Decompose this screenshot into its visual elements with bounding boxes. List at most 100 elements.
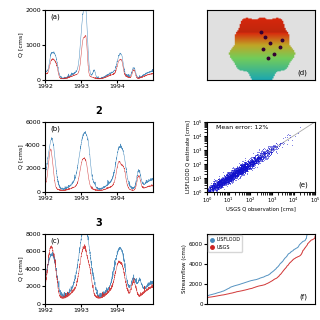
Point: [256, 154, 261, 159]
Point: [260, 150, 266, 155]
Point: [214, 182, 219, 188]
Point: [218, 182, 223, 187]
Point: [225, 175, 230, 180]
Point: [224, 173, 229, 178]
Point: [219, 184, 224, 189]
Point: [240, 167, 245, 172]
Point: [259, 148, 264, 154]
Point: [244, 171, 250, 176]
Point: [243, 165, 248, 170]
Point: [209, 189, 214, 195]
Point: [235, 167, 240, 172]
Point: [204, 189, 210, 195]
Point: [252, 161, 257, 166]
Point: [249, 163, 254, 168]
Point: [232, 169, 237, 174]
Point: [244, 162, 249, 167]
Point: [222, 180, 227, 185]
Point: [240, 166, 245, 172]
Point: [219, 176, 224, 181]
Point: [255, 156, 260, 161]
Point: [239, 163, 244, 168]
Point: [221, 178, 226, 183]
Point: [266, 149, 271, 154]
Point: [230, 168, 236, 173]
Point: [224, 180, 229, 185]
Point: [239, 172, 244, 177]
Point: [204, 189, 210, 195]
Point: [252, 159, 257, 164]
Text: (e): (e): [298, 182, 308, 188]
Point: [237, 171, 243, 176]
Point: [217, 178, 222, 183]
Point: [244, 163, 249, 168]
Point: [234, 164, 239, 169]
Point: [242, 165, 247, 171]
Point: [243, 164, 248, 169]
Point: [253, 152, 259, 157]
Point: [239, 164, 244, 169]
Point: [248, 163, 253, 168]
Point: [214, 182, 219, 187]
Point: [268, 150, 274, 156]
Point: [206, 187, 211, 192]
Point: [232, 174, 237, 180]
Point: [249, 160, 254, 165]
Point: [226, 175, 231, 180]
Point: [224, 175, 229, 180]
Point: [228, 177, 234, 182]
Point: [230, 173, 235, 178]
Point: [228, 173, 233, 178]
Point: [238, 168, 243, 173]
Point: [204, 189, 210, 194]
Point: [217, 180, 222, 185]
Point: [256, 158, 261, 164]
Point: [240, 165, 245, 170]
Point: [204, 189, 210, 195]
Point: [208, 180, 213, 186]
Point: [211, 184, 216, 189]
Point: [240, 163, 245, 168]
Point: [242, 162, 247, 167]
LISFLOOD: [205, 294, 209, 298]
Point: [235, 168, 240, 173]
Point: [241, 168, 246, 173]
USGS: [230, 291, 234, 295]
Point: [257, 156, 262, 161]
Point: [220, 176, 225, 181]
Point: [241, 166, 246, 171]
Point: [240, 165, 245, 171]
Point: [233, 170, 238, 175]
Point: [241, 163, 246, 168]
Point: [207, 187, 212, 192]
Point: [260, 153, 265, 158]
Point: [236, 169, 241, 174]
Point: [228, 175, 233, 180]
Point: [219, 182, 224, 187]
Point: [247, 160, 252, 165]
Point: [250, 161, 255, 166]
Point: [237, 171, 243, 176]
Point: [239, 166, 244, 171]
Point: [221, 181, 226, 186]
Point: [236, 167, 241, 172]
Point: [219, 178, 224, 183]
Point: [227, 170, 232, 175]
Point: [250, 165, 255, 171]
Point: [220, 184, 225, 189]
Point: [232, 173, 237, 178]
Point: [242, 167, 247, 172]
Point: [239, 169, 244, 174]
Point: [261, 151, 266, 156]
Point: [229, 174, 234, 179]
Point: [252, 158, 258, 163]
Point: [241, 167, 246, 172]
Point: [245, 161, 250, 166]
Point: [205, 189, 210, 195]
Point: [227, 176, 232, 181]
Point: [222, 180, 227, 186]
Point: [240, 167, 245, 172]
Point: [252, 161, 257, 166]
Point: [240, 166, 245, 171]
Point: [232, 172, 237, 177]
